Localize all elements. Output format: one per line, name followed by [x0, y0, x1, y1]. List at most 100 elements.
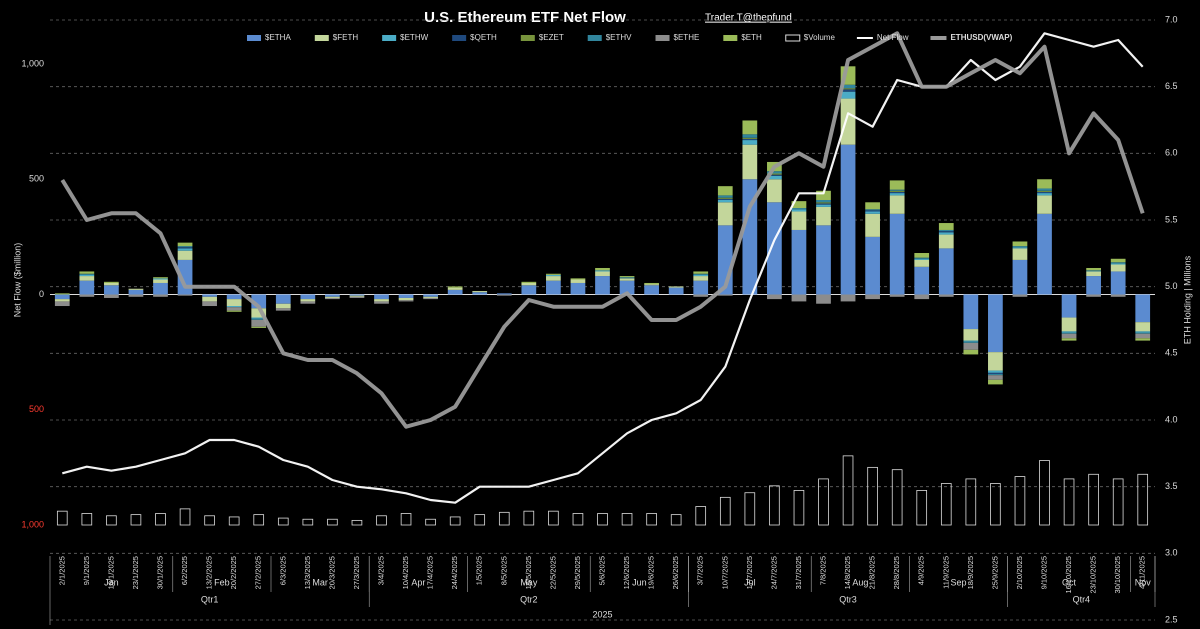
month-label: May — [520, 577, 538, 587]
flow-bar — [791, 294, 807, 302]
x-tick-label: 18/9/2025 — [966, 556, 975, 589]
volume-bar — [621, 513, 633, 526]
flow-bar — [54, 299, 70, 302]
x-tick-label: 9/10/2025 — [1039, 556, 1048, 589]
flow-bar — [398, 294, 414, 298]
flow-bar — [791, 201, 807, 209]
flow-bar — [914, 259, 930, 267]
volume-bar — [744, 492, 756, 526]
flow-bar — [1037, 213, 1052, 295]
flow-bar — [840, 98, 856, 145]
legend-label: $ETH — [741, 33, 762, 42]
volume-bar — [695, 506, 707, 526]
legend-label: ETHUSD(VWAP) — [950, 33, 1012, 42]
volume-bar — [376, 515, 387, 526]
flow-bar — [816, 190, 831, 200]
flow-bar — [840, 88, 856, 90]
flow-bar — [177, 247, 193, 249]
quarter-label: Qtr2 — [520, 594, 538, 604]
volume-bar — [670, 514, 682, 526]
flow-bar — [177, 246, 193, 248]
volume-bar — [351, 519, 363, 526]
legend-swatch — [247, 35, 261, 41]
flow-bar — [742, 144, 758, 180]
flow-bar — [1037, 190, 1052, 192]
flow-bar — [767, 202, 782, 295]
flow-bar — [865, 211, 880, 214]
legend-swatch — [785, 34, 801, 42]
volume-bar — [1039, 460, 1050, 526]
volume-bar — [523, 510, 535, 526]
flow-bar — [202, 296, 217, 302]
x-tick-label: 3/7/2025 — [696, 556, 705, 585]
month-label: Nov — [1135, 577, 1152, 587]
x-tick-label: 14/8/2025 — [843, 556, 852, 589]
x-tick-label: 6/2/2025 — [180, 556, 189, 585]
x-tick-label: 10/7/2025 — [720, 556, 729, 589]
x-tick-label: 25/9/2025 — [990, 556, 999, 589]
flow-bar — [1135, 294, 1151, 323]
flow-bar — [1135, 338, 1151, 341]
x-tick-label: 4/9/2025 — [917, 556, 926, 585]
flow-bar — [742, 120, 758, 135]
y2-tick-label: 2.5 — [1165, 614, 1178, 624]
volume-bar — [867, 466, 878, 526]
flow-bar — [988, 352, 1003, 371]
month-label: Apr — [411, 577, 425, 587]
flow-bar — [938, 231, 954, 233]
flow-bar — [889, 180, 905, 190]
volume-bar — [916, 490, 928, 526]
flow-bar — [816, 203, 831, 205]
x-tick-label: 28/8/2025 — [892, 556, 901, 589]
volume-bar — [81, 513, 93, 526]
flow-bar — [889, 213, 905, 295]
volume-bar — [253, 514, 265, 526]
flow-bar — [398, 300, 414, 302]
flow-bar — [202, 294, 217, 297]
flow-bar — [79, 274, 95, 277]
flow-bar — [1135, 322, 1151, 332]
flow-bar — [816, 199, 831, 203]
flow-bar — [521, 282, 537, 286]
flow-bar — [742, 179, 758, 295]
volume-bar — [425, 518, 436, 526]
flow-bar — [717, 197, 733, 199]
y-axis-title: Net Flow ($million) — [12, 243, 22, 318]
y2-tick-label: 6.0 — [1165, 148, 1178, 158]
flow-bar — [1086, 271, 1101, 277]
volume-bar — [769, 485, 780, 526]
flow-bar — [275, 294, 291, 304]
x-tick-label: 24/4/2025 — [450, 556, 459, 589]
flow-bar — [153, 279, 168, 283]
flow-bar — [988, 374, 1003, 376]
volume-bar — [597, 513, 608, 526]
flow-bar — [1037, 195, 1052, 214]
flow-bar — [398, 297, 414, 301]
flow-bar — [153, 282, 168, 295]
volume-bar — [940, 483, 952, 526]
flow-bar — [79, 280, 95, 295]
volume-bar — [204, 515, 215, 526]
x-tick-label: 4/11/2025 — [1138, 556, 1147, 589]
flow-bar — [374, 299, 389, 302]
flow-bar — [767, 171, 782, 174]
volume-bar — [818, 478, 829, 526]
flow-bar — [963, 340, 979, 342]
flow-bar — [104, 281, 119, 283]
flow-bar — [644, 282, 659, 285]
flow-bar — [374, 294, 389, 300]
flow-bar — [791, 229, 807, 295]
x-tick-label: 5/6/2025 — [597, 556, 606, 585]
flow-bar — [1012, 246, 1028, 248]
legend-swatch — [520, 35, 535, 41]
flow-bar — [1061, 332, 1077, 334]
flow-bar — [742, 137, 758, 139]
flow-bar — [226, 310, 242, 312]
flow-bar — [1037, 188, 1052, 191]
legend-swatch — [314, 35, 329, 41]
y-tick-label: 500 — [29, 174, 44, 184]
flow-bar — [791, 208, 807, 210]
y2-tick-label: 5.5 — [1165, 214, 1178, 224]
flow-bar — [1086, 294, 1101, 297]
